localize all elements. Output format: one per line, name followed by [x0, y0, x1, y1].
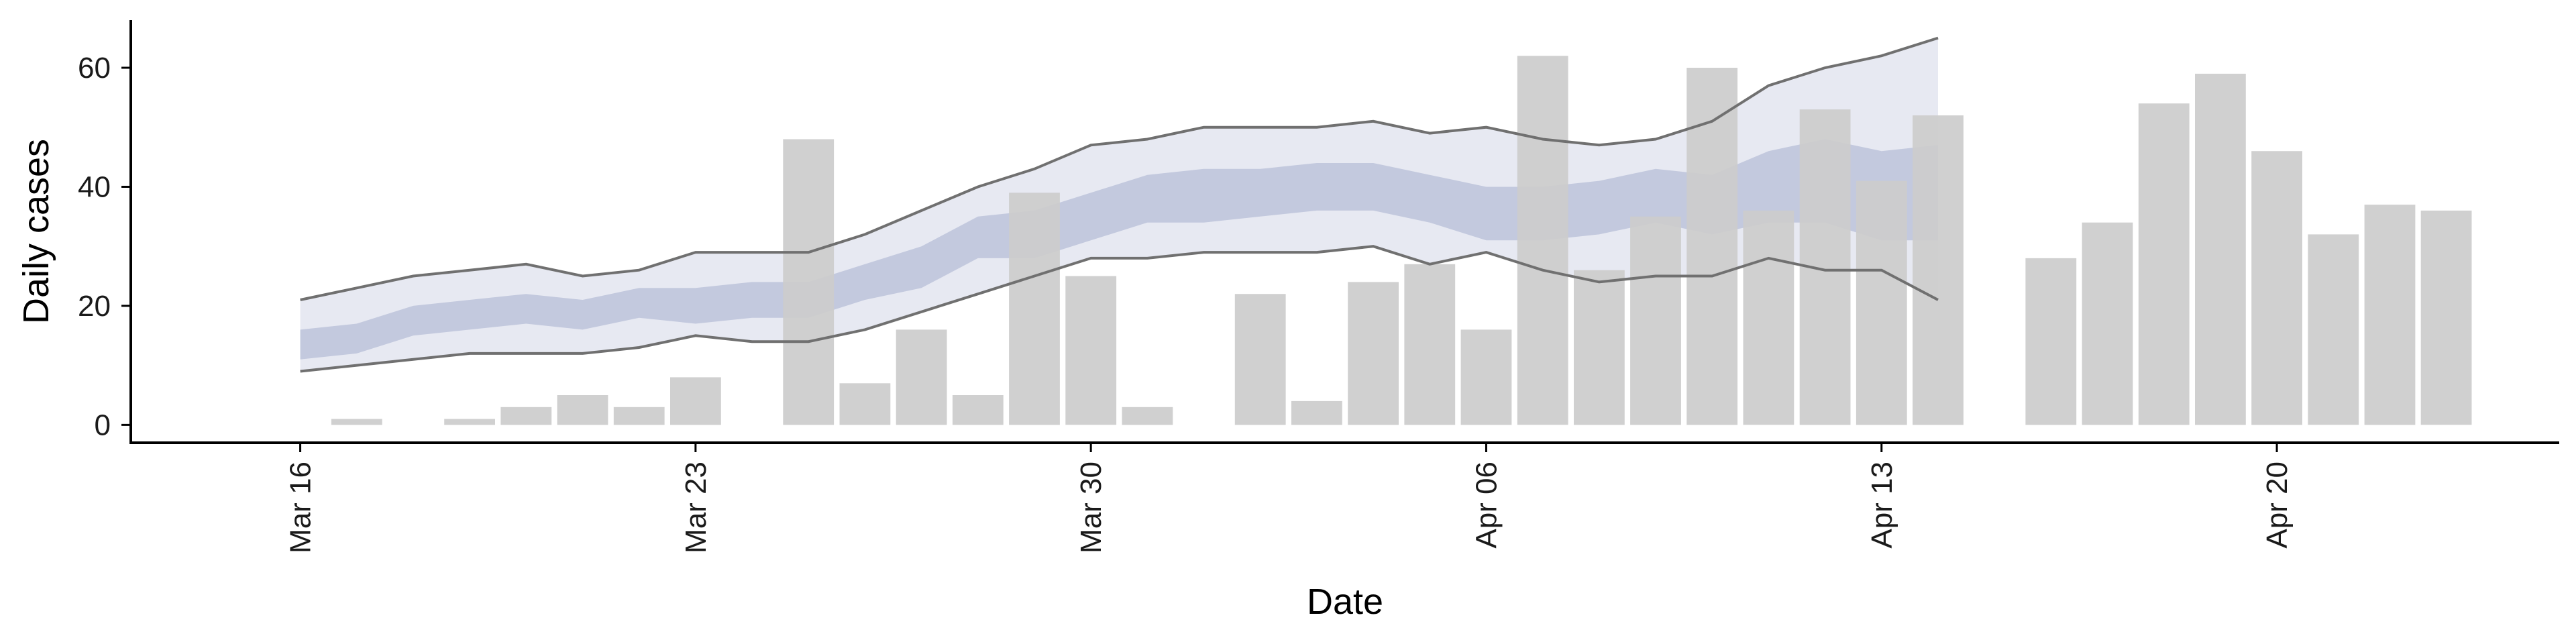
bar	[1348, 282, 1399, 425]
bar	[2308, 234, 2359, 425]
axes-layer	[129, 20, 2559, 444]
bar	[1009, 193, 1060, 425]
forecast-lines	[300, 36, 1939, 373]
bar	[670, 377, 721, 425]
bar	[952, 395, 1004, 425]
bar	[1234, 294, 1286, 425]
x-tick-label: Apr 13	[1866, 462, 1898, 549]
x-axis-title: Date	[1307, 582, 1383, 622]
bar	[1122, 407, 1173, 425]
x-tick-label: Mar 23	[680, 462, 712, 553]
bar	[1517, 56, 1568, 425]
bar	[2082, 222, 2133, 425]
y-tick-label: 0	[95, 409, 111, 441]
x-ticks: Mar 16 Mar 23 Mar 30 Apr 06 Apr 13 Apr 20	[284, 443, 2294, 553]
bar	[1065, 276, 1117, 425]
bar	[613, 407, 665, 425]
bar	[2420, 210, 2472, 425]
bar	[1291, 400, 1342, 425]
bar	[2251, 151, 2302, 425]
y-tick-label: 60	[78, 52, 111, 85]
x-tick-label: Mar 16	[284, 462, 317, 553]
bar	[1404, 264, 1456, 425]
y-axis-title: Daily cases	[16, 139, 56, 324]
x-tick-label: Mar 30	[1075, 462, 1108, 553]
bar	[1743, 210, 1794, 425]
bar	[839, 383, 891, 425]
bar	[2195, 73, 2246, 425]
x-tick-label: Apr 20	[2261, 462, 2294, 549]
y-tick-label: 40	[78, 170, 111, 203]
bars-layer	[331, 56, 2472, 425]
bar	[557, 395, 608, 425]
forecast-lower-line	[300, 245, 1939, 373]
bar	[1856, 180, 1907, 425]
bar	[1913, 115, 1964, 425]
bar	[2364, 205, 2416, 425]
y-ticks: 0 20 40 60	[78, 52, 131, 441]
bar	[896, 329, 947, 425]
bar	[331, 419, 382, 425]
bar	[783, 139, 835, 425]
bar	[1574, 270, 1625, 425]
bar	[2025, 258, 2077, 425]
bar	[500, 407, 552, 425]
bar	[1630, 216, 1681, 425]
x-tick-label: Apr 06	[1470, 462, 1503, 549]
y-tick-label: 20	[78, 290, 111, 323]
bar	[1460, 329, 1512, 425]
bar	[2138, 103, 2190, 425]
forecast-upper-line	[300, 36, 1939, 301]
bar	[444, 419, 495, 425]
